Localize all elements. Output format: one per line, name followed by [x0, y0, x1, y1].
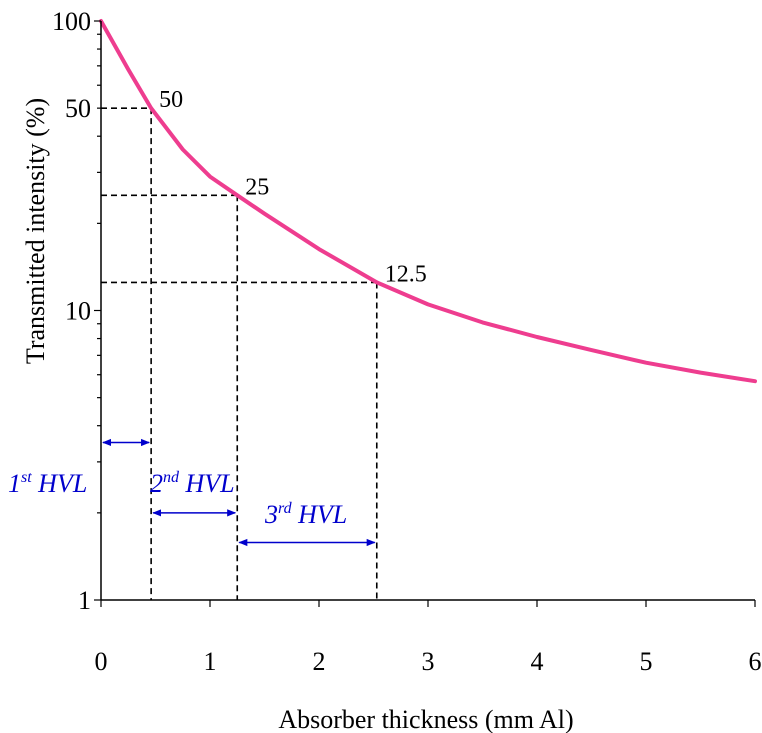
hvl-text-3: HVL — [292, 500, 348, 529]
hvl-ordinal-1: 1 — [8, 469, 21, 498]
attenuation-curve — [99, 19, 757, 384]
point-label-0: 50 — [159, 87, 183, 113]
attenuation-curve-group — [99, 19, 757, 384]
point-label-2: 12.5 — [385, 261, 427, 287]
guide-lines — [101, 107, 378, 600]
x-tick-label-4: 4 — [531, 647, 544, 676]
hvl-ordinal-2: 2 — [150, 469, 163, 498]
x-tick-label-2: 2 — [313, 647, 326, 676]
tick-labels: 0 1 2 3 4 5 6 1 10 50 100 — [52, 7, 762, 676]
hvl-label-3: 3rd HVL — [264, 500, 347, 529]
y-tick-label-1: 10 — [65, 297, 91, 326]
y-axis-title: Transmitted intensity (%) — [21, 98, 50, 364]
x-tick-label-0: 0 — [95, 647, 108, 676]
x-axis-title: Absorber thickness (mm Al) — [278, 705, 573, 733]
x-tick-label-3: 3 — [422, 647, 435, 676]
y-tick-label-3: 100 — [52, 7, 91, 36]
hvl-suffix-3: rd — [278, 500, 293, 517]
y-tick-label-2: 50 — [65, 94, 91, 123]
tick-marks — [94, 20, 756, 607]
point-label-1: 25 — [245, 174, 269, 200]
hvl-ordinal-3: 3 — [264, 500, 278, 529]
x-tick-label-5: 5 — [640, 647, 653, 676]
point-labels: 50 25 12.5 — [159, 87, 427, 287]
hvl-text-1: HVL — [32, 469, 88, 498]
hvl-suffix-1: st — [21, 469, 32, 486]
x-tick-label-1: 1 — [204, 647, 217, 676]
x-tick-label-6: 6 — [749, 647, 762, 676]
hvl-label-2: 2nd HVL — [150, 469, 235, 498]
hvl-suffix-2: nd — [163, 469, 180, 486]
hvl-text-2: HVL — [179, 469, 235, 498]
y-tick-label-0: 1 — [78, 586, 91, 615]
hvl-label-1: 1st HVL — [8, 469, 87, 498]
